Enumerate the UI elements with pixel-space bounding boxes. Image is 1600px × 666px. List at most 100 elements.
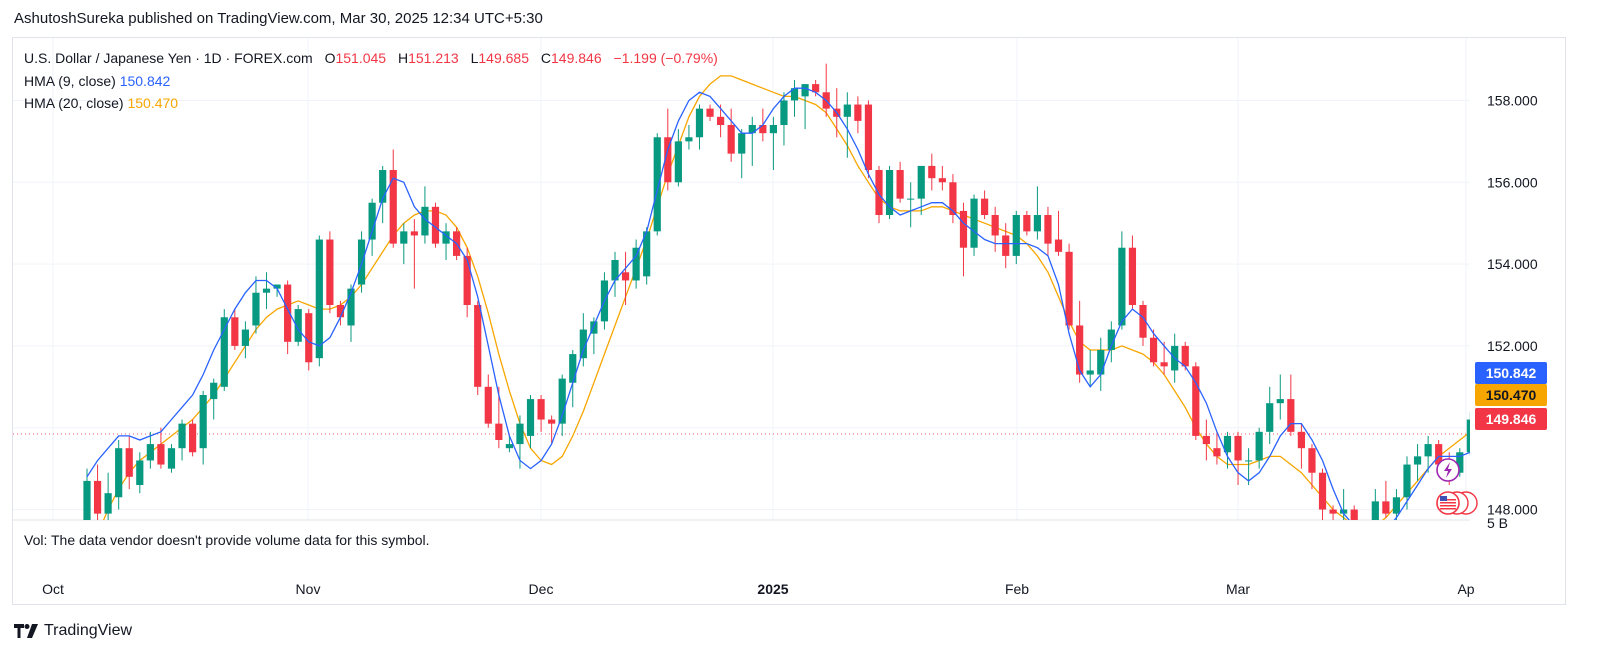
candle[interactable] <box>305 309 313 371</box>
candle[interactable] <box>558 374 566 436</box>
candle[interactable] <box>643 227 651 285</box>
candle[interactable] <box>1255 427 1263 469</box>
candle[interactable] <box>526 395 535 449</box>
candle[interactable] <box>569 350 577 408</box>
candle[interactable] <box>431 202 440 248</box>
candle[interactable] <box>748 116 756 166</box>
candle[interactable] <box>938 165 946 191</box>
candle[interactable] <box>262 272 271 310</box>
candle[interactable] <box>1329 505 1337 542</box>
candle[interactable] <box>1044 206 1052 256</box>
candle[interactable] <box>1413 444 1422 481</box>
candle[interactable] <box>674 129 682 187</box>
candle[interactable] <box>579 313 587 367</box>
candle[interactable] <box>284 280 292 355</box>
candle[interactable] <box>1139 300 1147 346</box>
candle[interactable] <box>294 305 302 346</box>
candle[interactable] <box>442 223 450 260</box>
candle[interactable] <box>896 161 904 203</box>
candle[interactable] <box>220 309 228 391</box>
candle[interactable] <box>421 186 429 244</box>
candle[interactable] <box>336 300 345 326</box>
candle[interactable] <box>959 202 968 277</box>
candle[interactable] <box>210 378 218 420</box>
candle[interactable] <box>93 464 102 526</box>
candle[interactable] <box>769 116 777 170</box>
candle[interactable] <box>1012 210 1020 265</box>
candle[interactable] <box>463 247 471 318</box>
lightning-icon[interactable] <box>1436 458 1460 482</box>
candle[interactable] <box>1097 337 1105 391</box>
candle[interactable] <box>178 419 186 461</box>
candle[interactable] <box>252 276 260 334</box>
candle[interactable] <box>231 309 239 350</box>
candle[interactable] <box>241 321 249 359</box>
candle[interactable] <box>1213 431 1221 465</box>
candle[interactable] <box>1223 431 1232 469</box>
candle[interactable] <box>189 419 197 457</box>
candle[interactable] <box>790 80 799 117</box>
candle[interactable] <box>1086 350 1094 387</box>
candle[interactable] <box>400 223 408 265</box>
candle[interactable] <box>1192 362 1200 440</box>
candle[interactable] <box>326 231 334 314</box>
candle[interactable] <box>1128 235 1137 310</box>
candle[interactable] <box>864 100 873 179</box>
candle[interactable] <box>1424 435 1432 473</box>
candle[interactable] <box>1456 448 1464 477</box>
candle[interactable] <box>991 206 999 252</box>
candle[interactable] <box>1297 423 1305 469</box>
candle[interactable] <box>1107 321 1115 363</box>
candle[interactable] <box>695 104 704 150</box>
candle[interactable] <box>104 472 112 530</box>
candle[interactable] <box>1033 186 1041 240</box>
candle[interactable] <box>928 153 936 191</box>
candle[interactable] <box>199 390 207 465</box>
candle[interactable] <box>146 431 154 469</box>
candle[interactable] <box>1023 210 1031 236</box>
candle[interactable] <box>1371 489 1379 559</box>
candle[interactable] <box>115 440 123 510</box>
hma9-line[interactable] <box>86 87 1523 538</box>
candle[interactable] <box>273 284 281 297</box>
candle[interactable] <box>1266 386 1274 445</box>
candle[interactable] <box>780 92 788 146</box>
candle[interactable] <box>83 468 91 584</box>
candle[interactable] <box>981 190 989 220</box>
candle[interactable] <box>125 435 133 490</box>
candle[interactable] <box>1202 419 1210 461</box>
candle[interactable] <box>812 80 820 97</box>
candle[interactable] <box>1361 530 1368 567</box>
candle[interactable] <box>389 149 397 248</box>
price-tag[interactable]: 150.470 <box>1475 384 1547 406</box>
candle[interactable] <box>738 129 746 179</box>
candle[interactable] <box>315 235 323 367</box>
price-tag[interactable]: 150.842 <box>1475 362 1547 384</box>
candle[interactable] <box>136 452 144 494</box>
candle[interactable] <box>706 104 714 121</box>
candle[interactable] <box>653 133 661 236</box>
candle[interactable] <box>1065 243 1073 330</box>
candle[interactable] <box>970 194 978 256</box>
candle[interactable] <box>822 63 830 117</box>
candle[interactable] <box>505 435 513 453</box>
candle[interactable] <box>727 108 735 162</box>
candle[interactable] <box>1160 341 1168 375</box>
candle[interactable] <box>632 239 640 289</box>
candle[interactable] <box>474 300 482 395</box>
candle[interactable] <box>685 125 693 150</box>
hma9-row[interactable]: HMA (9, close) 150.842 <box>24 70 718 93</box>
candle[interactable] <box>1318 468 1327 522</box>
candle[interactable] <box>885 165 894 220</box>
candle[interactable] <box>717 104 725 138</box>
candle[interactable] <box>611 251 619 297</box>
hma20-row[interactable]: HMA (20, close) 150.470 <box>24 92 718 115</box>
candle[interactable] <box>843 92 851 158</box>
tradingview-logo[interactable]: TradingView <box>14 621 132 641</box>
candle[interactable] <box>537 395 545 432</box>
candle[interactable] <box>1245 448 1253 485</box>
candle[interactable] <box>1287 374 1295 436</box>
candle[interactable] <box>590 317 598 355</box>
candle[interactable] <box>1054 210 1063 256</box>
